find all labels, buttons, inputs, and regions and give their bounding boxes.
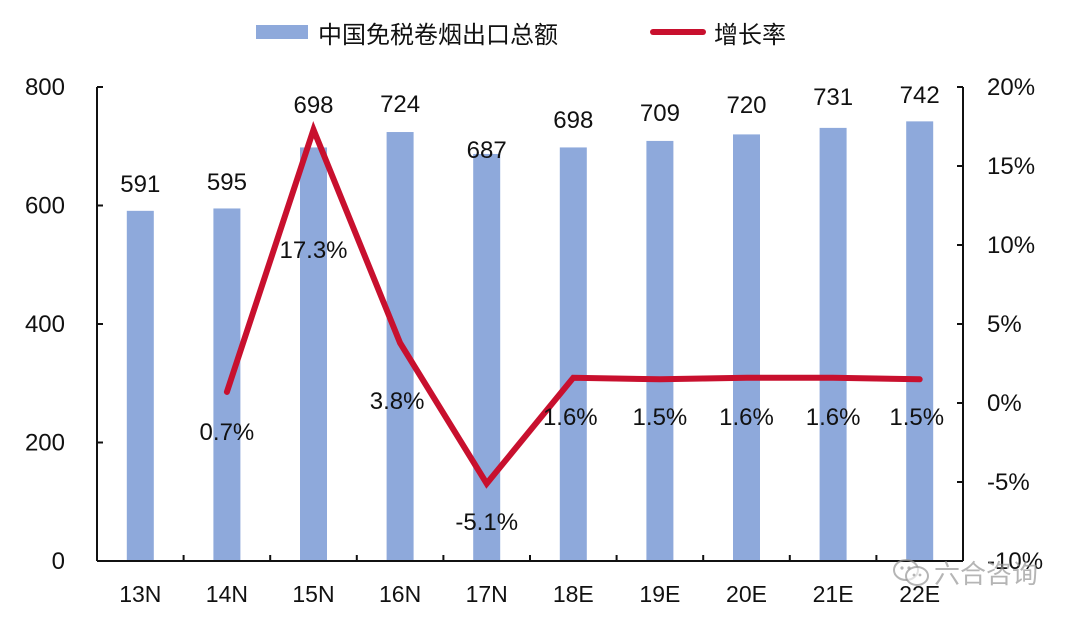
y-right-tick-label: 20% [987,74,1035,101]
x-tick-label: 21E [813,581,854,607]
growth-rate-line [223,120,923,489]
y-right-tick-label: 5% [987,311,1022,338]
wechat-icon [893,558,929,586]
line-swatch-icon [650,29,706,35]
x-tick-label: 16N [379,581,421,607]
x-tick-label: 14N [206,581,248,607]
bar-value-label: 731 [813,84,853,111]
growth-rate-label: 0.7% [200,419,255,446]
y-right-tick-label: 0% [987,390,1022,417]
x-tick-label: 13N [119,581,161,607]
bar [646,140,674,562]
y-right-tick-label: -5% [987,469,1030,496]
x-tick-label: 15N [292,581,334,607]
bar-value-label: 709 [640,100,680,127]
x-tick-label: 17N [466,581,508,607]
bar [126,210,154,561]
watermark: 六合咨询 [892,554,1038,591]
y-right-tick-label: 10% [987,232,1035,259]
growth-rate-label: 1.6% [806,404,861,431]
bar [733,134,760,561]
bar-value-label: 720 [726,92,766,119]
growth-rate-label: 1.6% [719,404,774,431]
x-tick-label: 19E [639,581,680,607]
y-right-tick-label: 15% [987,153,1035,180]
growth-rate-label: 1.6% [543,404,598,431]
y-right-tick-label: -10% [987,548,1043,575]
y-left-tick-label: 200 [25,430,65,457]
bar-value-label: 742 [900,82,940,109]
x-tick-label: 18E [553,581,594,607]
bar [300,147,327,561]
bar-swatch-icon [256,25,308,39]
legend-label-line: 增长率 [714,20,786,49]
legend-label-bar: 中国免税卷烟出口总额 [318,20,558,49]
bar-value-label: 698 [553,107,593,134]
y-left-tick-label: 400 [25,311,65,338]
growth-rate-label: 1.5% [633,404,688,431]
bar-value-label: 687 [467,137,507,164]
bar-value-label: 698 [293,92,333,119]
bar-value-label: 595 [207,169,247,196]
growth-rate-label: 1.5% [889,404,944,431]
bar-value-label: 591 [120,171,160,198]
bar [473,153,501,561]
growth-rate-label: -5.1% [455,509,518,536]
legend-item-line: 增长率 [650,15,786,50]
bar-value-label: 724 [380,91,420,118]
legend-item-bar: 中国免税卷烟出口总额 [256,15,558,50]
watermark-text: 六合咨询 [934,560,1039,590]
growth-rate-label: 17.3% [279,237,347,264]
bar [819,127,847,561]
x-tick-label: 22E [899,581,940,607]
y-left-tick-label: 0 [52,548,65,575]
x-tick-label: 20E [726,581,767,607]
growth-rate-label: 3.8% [370,388,425,415]
y-left-tick-label: 600 [25,193,65,220]
chart-legend: 中国免税卷烟出口总额 增长率 [256,14,786,50]
bar [906,121,934,562]
y-left-tick-label: 800 [25,74,65,101]
bar [559,147,587,561]
